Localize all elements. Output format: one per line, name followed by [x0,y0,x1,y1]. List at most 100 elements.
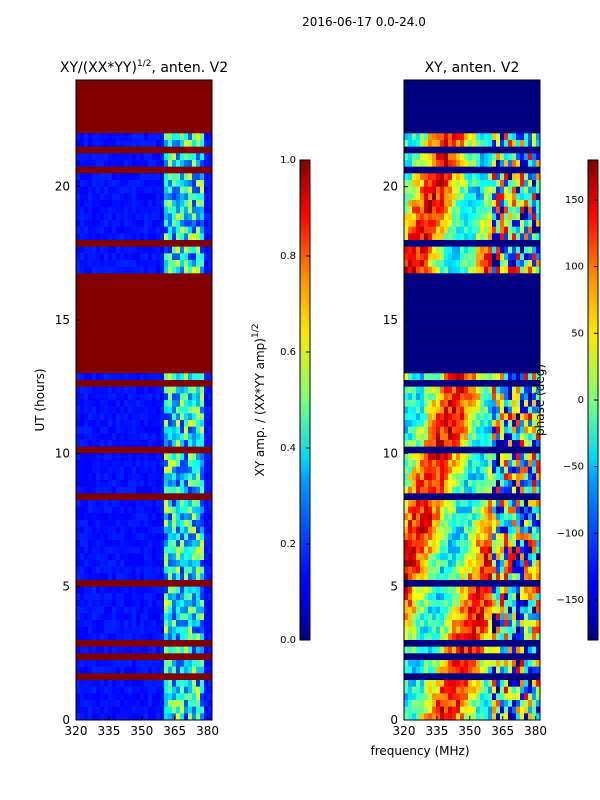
left-heatmap-cell [124,280,129,287]
right-heatmap-cell [420,280,425,287]
right-heatmap-cell [464,186,469,194]
left-heatmap-cell [208,226,213,234]
left-heatmap-cell [112,653,117,661]
left-heatmap-cell [144,366,149,374]
left-heatmap-cell [148,426,153,434]
left-heatmap-cell [196,226,201,234]
left-heatmap-cell [204,680,209,687]
left-heatmap-cell [200,660,205,667]
left-heatmap-cell [208,180,213,187]
right-heatmap-cell [456,260,461,267]
left-heatmap-cell [108,393,113,401]
left-heatmap-cell [192,446,197,454]
left-heatmap-cell [204,320,209,327]
right-heatmap-cell [416,166,421,174]
left-heatmap-cell [208,146,213,154]
left-heatmap-cell [164,160,169,167]
right-heatmap-cell [428,266,433,274]
right-heatmap-cell [516,293,521,301]
right-heatmap-cell [448,286,453,294]
left-heatmap-cell [108,313,113,321]
right-heatmap-cell [416,80,421,87]
left-heatmap-cell [76,220,81,227]
left-heatmap-cell [136,186,141,194]
left-heatmap-cell [136,586,141,594]
left-heatmap-cell [192,153,197,161]
right-heatmap-cell [476,406,481,414]
left-y-tick-label: 20 [55,180,70,194]
left-heatmap-cell [200,580,205,587]
left-heatmap-cell [200,286,205,294]
left-heatmap-cell [100,626,105,634]
left-heatmap-cell [84,593,89,601]
right-heatmap-cell [480,380,485,387]
left-heatmap-cell [104,593,109,601]
left-heatmap-cell [188,680,193,687]
left-heatmap-cell [128,400,133,407]
left-heatmap-cell [144,453,149,461]
left-heatmap-cell [88,413,93,421]
left-heatmap-cell [200,600,205,607]
left-heatmap-cell [208,473,213,481]
left-heatmap-cell [120,513,125,521]
right-heatmap-cell [448,86,453,94]
right-heatmap-cell [448,173,453,181]
right-heatmap-cell [480,153,485,161]
left-heatmap-cell [156,440,161,447]
left-heatmap-cell [168,100,173,107]
left-heatmap-cell [112,180,117,187]
left-heatmap-cell [128,673,133,681]
right-heatmap-cell [532,126,537,134]
left-heatmap-cell [124,360,129,367]
left-heatmap-cell [200,466,205,474]
left-heatmap-cell [120,146,125,154]
left-heatmap-cell [104,346,109,354]
left-heatmap-cell [172,533,177,541]
left-heatmap-cell [188,286,193,294]
left-heatmap-cell [116,660,121,667]
right-heatmap-cell [440,326,445,334]
left-heatmap-cell [76,406,81,414]
right-heatmap-cell [456,326,461,334]
left-heatmap-cell [192,493,197,501]
right-heatmap-cell [460,80,465,87]
left-heatmap-cell [196,553,201,561]
left-heatmap-cell [188,613,193,621]
left-heatmap-cell [148,120,153,127]
left-heatmap-cell [144,393,149,401]
right-heatmap-cell [508,200,513,207]
left-heatmap-cell [80,620,85,627]
left-heatmap-cell [108,180,113,187]
right-heatmap-cell [504,120,509,127]
left-heatmap-cell [124,500,129,507]
left-heatmap-cell [128,133,133,141]
right-heatmap-cell [476,226,481,234]
left-heatmap-cell [164,133,169,141]
right-heatmap-cell [412,220,417,227]
left-heatmap-cell [148,240,153,247]
left-heatmap-cell [148,213,153,221]
right-heatmap-cell [536,266,541,274]
right-heatmap-cell [408,153,413,161]
left-heatmap-cell [84,640,89,647]
left-heatmap-cell [148,446,153,454]
left-heatmap-cell [140,380,145,387]
right-heatmap-cell [476,246,481,254]
left-heatmap-cell [208,613,213,621]
right-heatmap-cell [476,300,481,307]
left-heatmap-cell [88,180,93,187]
right-heatmap-cell [528,186,533,194]
left-heatmap-cell [156,320,161,327]
left-heatmap-cell [100,513,105,521]
left-heatmap-cell [152,120,157,127]
left-heatmap-cell [120,420,125,427]
right-heatmap-cell [452,86,457,94]
right-heatmap-cell [500,266,505,274]
right-heatmap-cell [412,326,417,334]
left-heatmap-cell [76,666,81,674]
left-heatmap-cell [100,393,105,401]
left-heatmap-cell [192,366,197,374]
right-heatmap-cell [420,286,425,294]
left-heatmap-cell [148,486,153,494]
left-heatmap-cell [152,353,157,361]
